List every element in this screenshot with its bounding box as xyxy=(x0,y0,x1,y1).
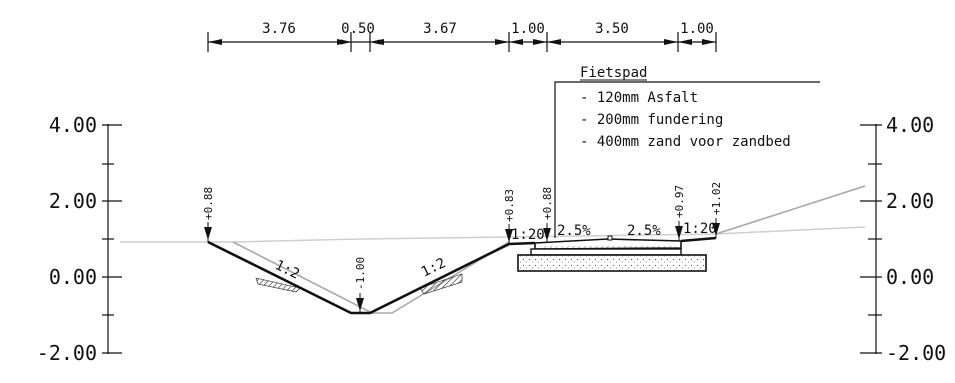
dim-label-4: 1.00 xyxy=(511,21,545,37)
right-elevation-scale: 4.00 2.00 0.00 -2.00 xyxy=(860,113,946,365)
dim-label-2: 0.50 xyxy=(341,21,375,37)
slope-label-ramp-left: 1:20 xyxy=(511,227,545,243)
dim-label-3: 3.67 xyxy=(423,21,457,37)
elevation-arrow-icon xyxy=(712,223,720,236)
slope-label-cross-left: 2.5% xyxy=(557,223,591,239)
dim-label-1: 3.76 xyxy=(262,21,296,37)
layer-note: Fietspad - 120mm Asfalt - 200mm funderin… xyxy=(580,65,791,150)
elevation-markers: +0.88 -1.00 +0.83 +0.88 +0.97 +1.02 xyxy=(202,182,723,313)
note-leader xyxy=(554,81,820,238)
dim-label-6: 1.00 xyxy=(680,21,714,37)
right-axis-label-0: 0.00 xyxy=(886,265,934,289)
elevation-label-6: +1.02 xyxy=(710,182,723,215)
left-axis-label-4: 4.00 xyxy=(49,113,97,137)
right-axis-label-neg2: -2.00 xyxy=(886,341,946,365)
elevation-arrow-icon xyxy=(505,229,513,242)
design-profile xyxy=(207,236,717,315)
elevation-arrow-icon xyxy=(204,227,212,240)
cycle-path-structure xyxy=(517,235,707,272)
slope-label-ramp-right: 1:20 xyxy=(683,221,717,237)
left-elevation-scale: 4.00 2.00 0.00 -2.00 xyxy=(37,113,122,365)
elevation-label-1: +0.88 xyxy=(202,187,215,220)
note-line-3: - 400mm zand voor zandbed xyxy=(580,134,791,150)
right-axis-label-4: 4.00 xyxy=(886,113,934,137)
dimension-chain: 3.76 0.50 3.67 1.00 3.50 1.00 xyxy=(207,21,717,52)
slope-hatch-right xyxy=(419,273,463,295)
dim-label-5: 3.50 xyxy=(595,21,629,37)
elevation-label-5: +0.97 xyxy=(673,185,686,218)
elevation-label-3: +0.83 xyxy=(503,189,516,222)
right-axis-label-2: 2.00 xyxy=(886,189,934,213)
elevation-label-2: -1.00 xyxy=(354,257,367,290)
elevation-label-4: +0.88 xyxy=(541,187,554,220)
note-title: Fietspad xyxy=(580,65,647,81)
left-axis-label-0: 0.00 xyxy=(49,265,97,289)
note-line-2: - 200mm fundering xyxy=(580,112,723,128)
left-axis-label-2: 2.00 xyxy=(49,189,97,213)
slope-label-cross-right: 2.5% xyxy=(627,223,661,239)
slope-label-left: 1:2 xyxy=(272,257,302,282)
note-line-1: - 120mm Asfalt xyxy=(580,90,698,106)
elevation-arrow-icon xyxy=(543,228,551,241)
slope-hatch-left xyxy=(255,277,301,293)
left-axis-label-neg2: -2.00 xyxy=(37,341,97,365)
existing-ground xyxy=(120,185,866,314)
elevation-arrow-icon xyxy=(356,298,364,311)
elevation-arrow-icon xyxy=(675,226,683,239)
